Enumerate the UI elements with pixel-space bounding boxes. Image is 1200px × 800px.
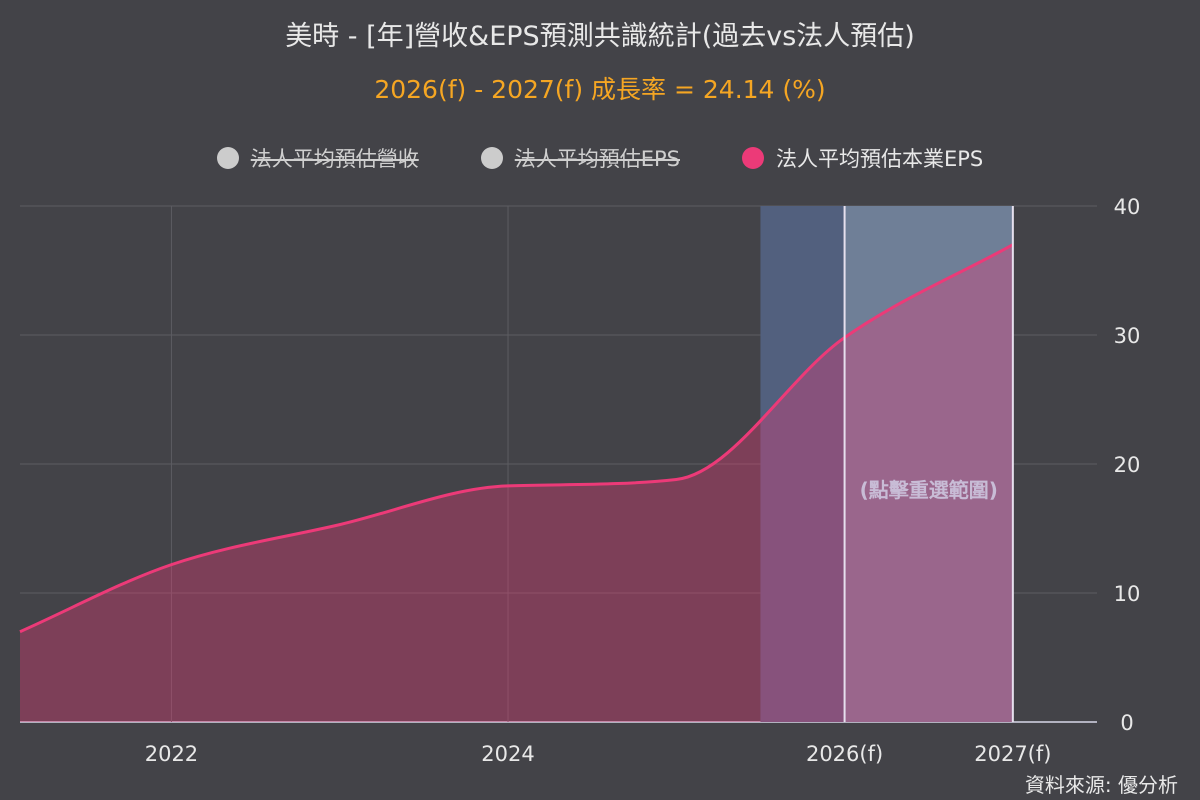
legend: 法人平均預估營收 法人平均預估EPS 法人平均預估本業EPS: [0, 142, 1200, 174]
x-tick-label: 2024: [481, 742, 534, 766]
data-source: 資料來源: 優分析: [1024, 773, 1178, 797]
legend-label: 法人平均預估EPS: [514, 147, 680, 171]
series-area: [20, 244, 1013, 722]
x-tick-label: 2022: [145, 742, 198, 766]
y-tick-label: 10: [1114, 582, 1141, 606]
y-tick-label: 30: [1114, 324, 1141, 348]
zoom-hint: (點擊重選範圍): [860, 478, 998, 502]
x-tick-label: 2027(f): [974, 742, 1051, 766]
legend-dot-icon: [480, 147, 503, 169]
legend-dot-icon: [216, 147, 239, 169]
legend-item-0[interactable]: 法人平均預估營收: [216, 143, 419, 173]
legend-item-1[interactable]: 法人平均預估EPS: [480, 143, 680, 173]
legend-dot-icon: [742, 147, 764, 169]
legend-label: 法人平均預估營收: [250, 147, 419, 171]
legend-item-2[interactable]: 法人平均預估本業EPS: [742, 143, 983, 173]
legend-label: 法人平均預估本業EPS: [776, 147, 984, 171]
y-tick-label: 20: [1114, 453, 1141, 477]
x-tick-label: 2026(f): [806, 742, 883, 766]
chart-subtitle: 2026(f) - 2027(f) 成長率 = 24.14 (%): [374, 75, 826, 104]
selected-range: [844, 206, 1013, 722]
y-tick-label: 0: [1120, 711, 1133, 735]
chart-title: 美時 - [年]營收&EPS預測共識統計(過去vs法人預估): [285, 21, 915, 52]
y-tick-label: 40: [1114, 195, 1141, 219]
